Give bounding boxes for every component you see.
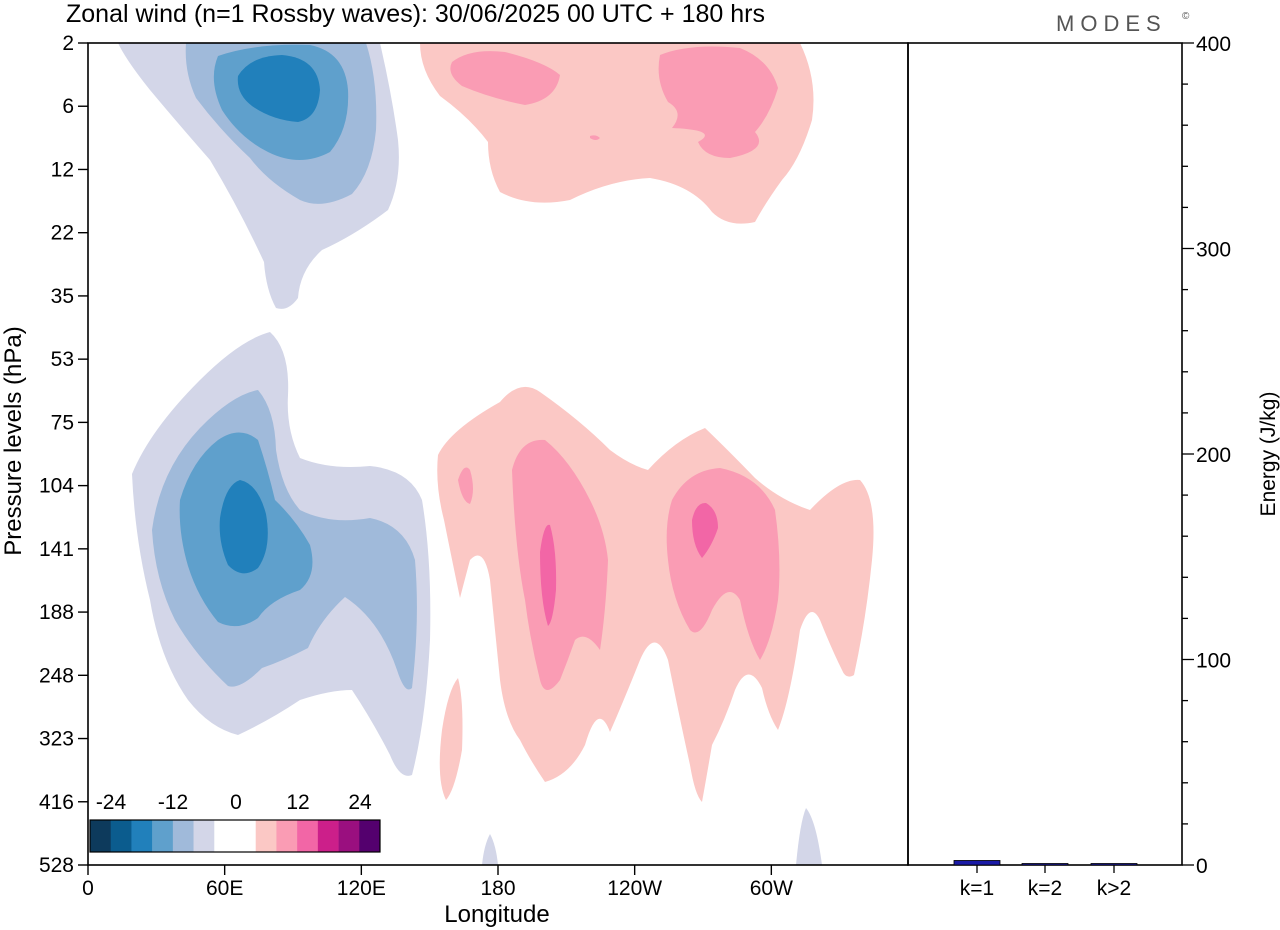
colorbar-swatch bbox=[255, 820, 277, 852]
contour-lower-positive-level-1 bbox=[437, 386, 874, 802]
y-axis-title: Pressure levels (hPa) bbox=[0, 326, 27, 555]
colorbar-swatch bbox=[317, 820, 339, 852]
contour-lower-negative-level-4 bbox=[219, 480, 268, 574]
energy-bar bbox=[953, 860, 1001, 866]
colorbar-swatch bbox=[152, 820, 174, 852]
energy-category-label: k=1 bbox=[960, 877, 994, 900]
colorbar-swatch bbox=[214, 820, 236, 852]
y-tick-label: 12 bbox=[51, 158, 74, 181]
y-tick-label: 104 bbox=[39, 475, 74, 498]
colorbar bbox=[89, 819, 381, 853]
y-tick-label: 528 bbox=[39, 854, 74, 877]
modes-logo-mark: © bbox=[1182, 11, 1190, 22]
x-tick-label: 180 bbox=[480, 877, 515, 900]
contour-lower-positive-level-2 bbox=[512, 439, 608, 690]
colorbar-swatch bbox=[90, 820, 112, 852]
energy-bar bbox=[1021, 863, 1069, 866]
x-axis-title: Longitude bbox=[444, 901, 549, 928]
energy-tick-label: 300 bbox=[1196, 239, 1231, 262]
x-tick-label: 120W bbox=[607, 877, 662, 900]
energy-bars: k=1 k=2 k>2 bbox=[953, 860, 1138, 900]
modes-logo: MODES bbox=[1056, 11, 1167, 36]
colorbar-label: 24 bbox=[348, 791, 372, 814]
heatmap-contours bbox=[118, 43, 874, 865]
contour-upper-positive-level-2b bbox=[658, 46, 778, 158]
colorbar-swatch bbox=[193, 820, 215, 852]
y-tick-label: 323 bbox=[39, 728, 74, 751]
contour-lower-positive-level-3b bbox=[692, 502, 718, 558]
colorbar-swatch bbox=[131, 820, 153, 852]
contour-bottom-negative-blob-2 bbox=[796, 808, 822, 865]
energy-category-label: k>2 bbox=[1097, 877, 1131, 900]
y-tick-label: 141 bbox=[39, 538, 74, 561]
colorbar-label: -24 bbox=[96, 791, 127, 814]
y-tick-label: 248 bbox=[39, 664, 74, 687]
chart-title: Zonal wind (n=1 Rossby waves): 30/06/202… bbox=[66, 0, 765, 28]
x-tick-label: 120E bbox=[337, 877, 386, 900]
colorbar-label: -12 bbox=[158, 791, 188, 814]
contour-lower-positive-level-1-blob bbox=[439, 678, 463, 800]
x-tick-label: 0 bbox=[82, 877, 94, 900]
energy-frame bbox=[907, 42, 1183, 866]
contour-bottom-negative-blob-1 bbox=[482, 834, 498, 865]
colorbar-label: 0 bbox=[230, 791, 242, 814]
colorbar-swatch bbox=[172, 820, 194, 852]
y-tick-label: 2 bbox=[62, 32, 74, 55]
contour-upper-positive-level-2a bbox=[450, 51, 560, 105]
contour-lower-positive-level-3a bbox=[540, 524, 557, 626]
energy-tick-label: 400 bbox=[1196, 33, 1231, 56]
heatmap-x-axis: 0 60E 120E 180 120W 60W bbox=[82, 865, 793, 900]
energy-axis-title: Energy (J/kg) bbox=[1257, 392, 1280, 517]
energy-tick-label: 100 bbox=[1196, 650, 1231, 673]
energy-category-label: k=2 bbox=[1028, 877, 1062, 900]
colorbar-swatch bbox=[338, 820, 360, 852]
y-tick-label: 35 bbox=[51, 285, 74, 308]
colorbar-swatch bbox=[359, 820, 381, 852]
colorbar-swatch bbox=[276, 820, 298, 852]
x-tick-label: 60E bbox=[206, 877, 243, 900]
colorbar-swatch bbox=[110, 820, 132, 852]
heatmap-y-axis: 2 6 12 22 35 53 75 104 141 188 248 323 416 528 bbox=[39, 32, 88, 877]
energy-tick-label: 200 bbox=[1196, 444, 1231, 467]
colorbar-swatch bbox=[297, 820, 319, 852]
x-tick-label: 60W bbox=[750, 877, 793, 900]
y-tick-label: 53 bbox=[51, 348, 74, 371]
colorbar-labels: -24 -12 0 12 24 bbox=[96, 791, 372, 814]
colorbar-frame bbox=[89, 819, 381, 853]
y-tick-label: 188 bbox=[39, 601, 74, 624]
y-tick-label: 75 bbox=[51, 411, 74, 434]
y-tick-label: 22 bbox=[51, 222, 74, 245]
contour-lower-positive-level-2c bbox=[458, 467, 473, 504]
energy-y-axis: 0 100 200 300 400 bbox=[1182, 33, 1231, 878]
energy-bar bbox=[1090, 863, 1138, 866]
energy-tick-label: 0 bbox=[1196, 855, 1208, 878]
y-tick-label: 6 bbox=[62, 95, 74, 118]
contour-upper-negative-level-4 bbox=[237, 55, 320, 122]
y-tick-label: 416 bbox=[39, 791, 74, 814]
contour-upper-positive-speck bbox=[590, 135, 600, 140]
colorbar-label: 12 bbox=[286, 791, 309, 814]
colorbar-swatch bbox=[235, 820, 257, 852]
